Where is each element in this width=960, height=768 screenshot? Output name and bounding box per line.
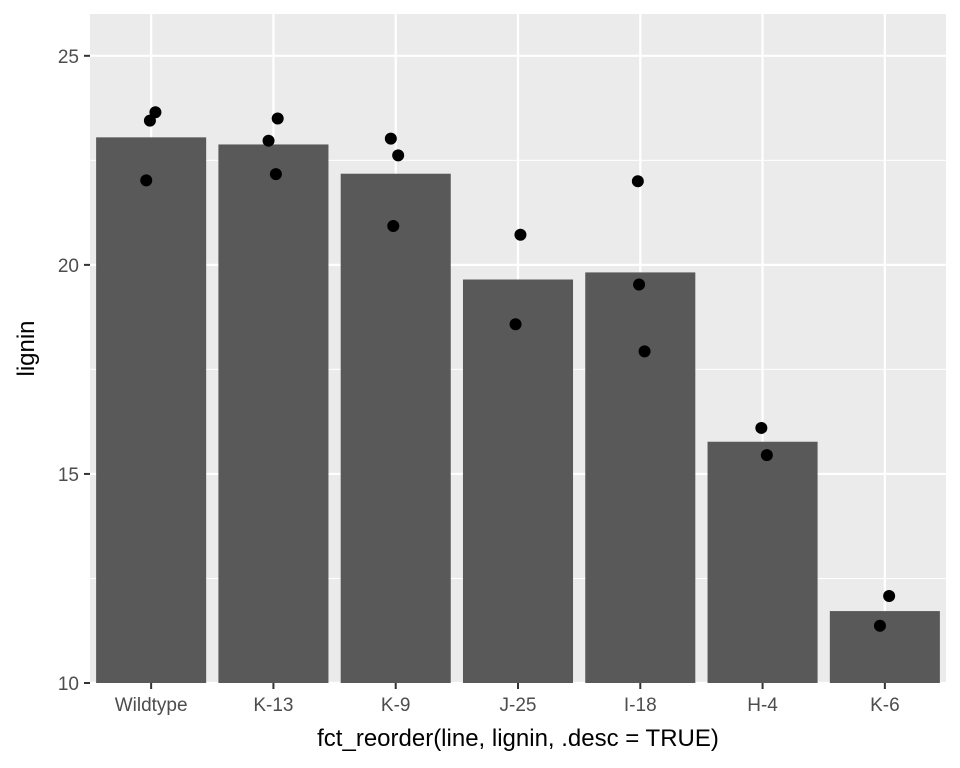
data-point	[262, 134, 275, 147]
x-tick-label: H-4	[747, 695, 778, 716]
bar	[462, 279, 574, 683]
points	[140, 106, 896, 632]
x-tick-label: I-18	[624, 695, 657, 716]
y-tick-label: 25	[58, 47, 79, 68]
data-point	[140, 174, 153, 187]
bar	[585, 272, 696, 683]
data-point	[760, 449, 773, 462]
x-axis: Wildtype K-13 K-9 J-25 I-18 H-4 K-6	[115, 683, 900, 716]
y-tick-label: 20	[58, 256, 79, 277]
bars	[96, 137, 940, 684]
data-point	[638, 345, 651, 358]
data-point	[883, 590, 896, 603]
data-point	[392, 149, 405, 162]
data-point	[509, 318, 522, 331]
data-point	[631, 175, 644, 188]
x-tick-label: J-25	[500, 695, 537, 716]
bar	[707, 441, 818, 683]
bar	[218, 144, 329, 683]
x-axis-title: fct_reorder(line, lignin, .desc = TRUE)	[317, 725, 719, 752]
data-point	[384, 132, 397, 145]
bar	[829, 611, 940, 683]
bar	[340, 173, 451, 683]
y-axis-title: lignin	[13, 320, 40, 376]
y-tick-label: 10	[58, 674, 79, 695]
data-point	[873, 619, 886, 632]
y-tick-label: 15	[58, 465, 79, 486]
x-tick-label: K-9	[381, 695, 411, 716]
data-point	[514, 228, 527, 241]
x-tick-label: K-13	[253, 695, 293, 716]
bar	[96, 137, 207, 684]
data-point	[149, 106, 162, 119]
y-axis: 10 15 20 25	[58, 47, 90, 695]
data-point	[633, 278, 646, 291]
data-point	[755, 421, 768, 434]
data-point	[269, 168, 282, 181]
data-point	[271, 112, 284, 125]
x-tick-label: Wildtype	[115, 695, 188, 716]
data-point	[387, 219, 400, 232]
x-tick-label: K-6	[870, 695, 900, 716]
